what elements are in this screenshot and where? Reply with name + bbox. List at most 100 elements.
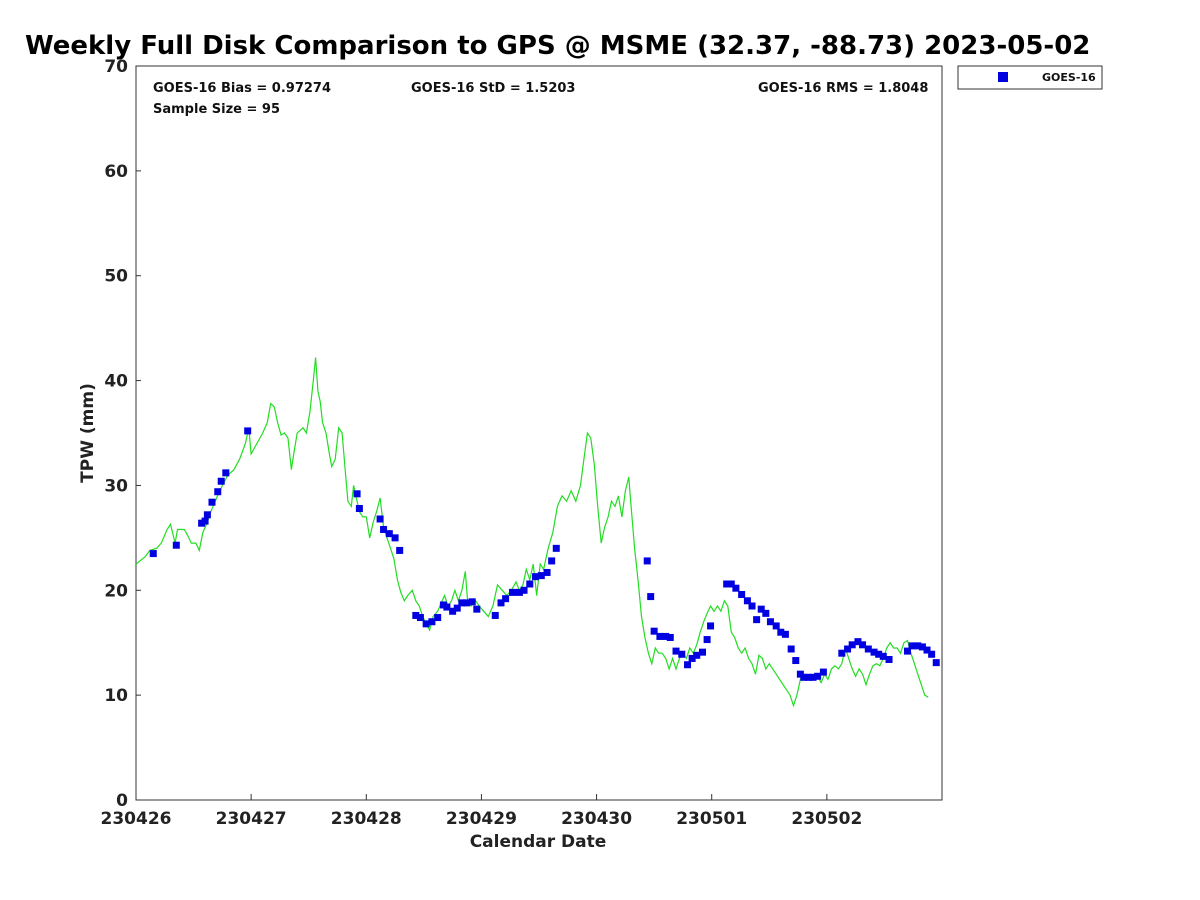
y-tick-label: 50: [104, 267, 128, 287]
y-tick-label: 70: [104, 57, 128, 77]
y-tick-label: 0: [116, 791, 128, 811]
goes16-point: [497, 599, 505, 607]
goes16-point: [814, 672, 822, 680]
goes16-point: [781, 630, 789, 638]
goes16-point: [703, 636, 711, 644]
y-axis-label: TPW (mm): [78, 383, 98, 483]
x-tick-label: 230430: [561, 809, 632, 829]
goes16-point: [743, 597, 751, 605]
goes16-point: [502, 595, 510, 603]
goes16-point: [149, 550, 157, 558]
x-tick-label: 230427: [216, 809, 287, 829]
goes16-point: [422, 620, 430, 628]
goes16-point: [515, 588, 523, 596]
goes16-point: [543, 568, 551, 576]
goes16-point: [864, 645, 872, 653]
goes16-point: [838, 649, 846, 657]
goes16-point: [385, 530, 393, 538]
goes16-point: [848, 641, 856, 649]
goes16-point: [396, 546, 404, 554]
y-tick-label: 40: [104, 372, 128, 392]
goes16-point: [809, 673, 817, 681]
goes16-point: [217, 477, 225, 485]
goes16-point: [932, 659, 940, 667]
goes16-point: [453, 604, 461, 612]
chart-title: Weekly Full Disk Comparison to GPS @ MSM…: [25, 31, 1090, 61]
x-axis: 230426 230427 230428 230429 230430 230501 2305…: [101, 794, 862, 829]
goes16-point: [656, 632, 664, 640]
goes16-point: [908, 642, 916, 650]
legend-label-goes16: GOES-16: [1042, 71, 1096, 84]
goes16-point: [491, 611, 499, 619]
goes16-point: [772, 622, 780, 630]
goes16-point: [757, 605, 765, 613]
goes16-point: [203, 511, 211, 519]
goes16-point: [520, 586, 528, 594]
goes16-point: [672, 647, 680, 655]
goes16-point: [434, 614, 442, 622]
goes16-point: [643, 557, 651, 565]
x-tick-label: 230429: [446, 809, 517, 829]
goes16-point: [914, 642, 922, 650]
goes16-point: [172, 541, 180, 549]
goes16-point: [222, 469, 230, 477]
goes16-point: [738, 590, 746, 598]
goes16-point: [753, 616, 761, 624]
stat-rms: GOES-16 RMS = 1.8048: [758, 81, 928, 96]
x-tick-label: 230501: [676, 809, 747, 829]
goes16-point: [684, 661, 692, 669]
goes16-point: [819, 668, 827, 676]
goes16-point: [208, 498, 216, 506]
goes16-point: [800, 673, 808, 681]
goes16-point: [903, 647, 911, 655]
goes16-point: [662, 632, 670, 640]
goes16-point: [879, 652, 887, 660]
goes16-point: [727, 580, 735, 588]
goes16-point: [762, 609, 770, 617]
goes16-point: [532, 573, 540, 581]
goes16-point: [678, 650, 686, 658]
y-tick-label: 30: [104, 476, 128, 496]
goes16-point: [647, 593, 655, 601]
goes16-point: [732, 584, 740, 592]
goes16-point: [353, 490, 361, 498]
goes16-point: [650, 627, 658, 635]
legend-box: [957, 65, 1103, 90]
goes16-point: [859, 641, 867, 649]
goes16-point: [473, 605, 481, 613]
stat-sample-size: Sample Size = 95: [153, 102, 280, 117]
legend-marker-goes16: [998, 72, 1008, 82]
goes16-point: [458, 599, 466, 607]
goes16-point: [777, 628, 785, 636]
x-tick-label: 230426: [101, 809, 172, 829]
goes16-point: [928, 650, 936, 658]
y-axis: 0 10 20 30 40 50 60 70: [104, 57, 141, 811]
legend: GOES-16: [957, 65, 1103, 90]
goes16-point: [443, 603, 451, 611]
goes16-point: [854, 638, 862, 646]
goes16-point: [548, 557, 556, 565]
goes16-point: [693, 651, 701, 659]
goes16-series: [149, 427, 940, 681]
goes16-point: [449, 607, 457, 615]
goes16-point: [707, 622, 715, 630]
goes16-point: [699, 648, 707, 656]
goes16-point: [391, 534, 399, 542]
goes16-point: [792, 657, 800, 665]
goes16-point: [688, 654, 696, 662]
x-tick-label: 230502: [791, 809, 862, 829]
y-tick-label: 20: [104, 581, 128, 601]
goes16-point: [537, 572, 545, 580]
goes16-point: [666, 633, 674, 641]
goes16-point: [787, 645, 795, 653]
goes16-point: [462, 599, 470, 607]
goes16-point: [885, 655, 893, 663]
goes16-point: [380, 525, 388, 533]
goes16-point: [214, 488, 222, 496]
goes16-point: [923, 646, 931, 654]
goes16-point: [416, 614, 424, 622]
stat-std: GOES-16 StD = 1.5203: [411, 81, 575, 96]
x-tick-label: 230428: [331, 809, 402, 829]
goes16-point: [412, 611, 420, 619]
